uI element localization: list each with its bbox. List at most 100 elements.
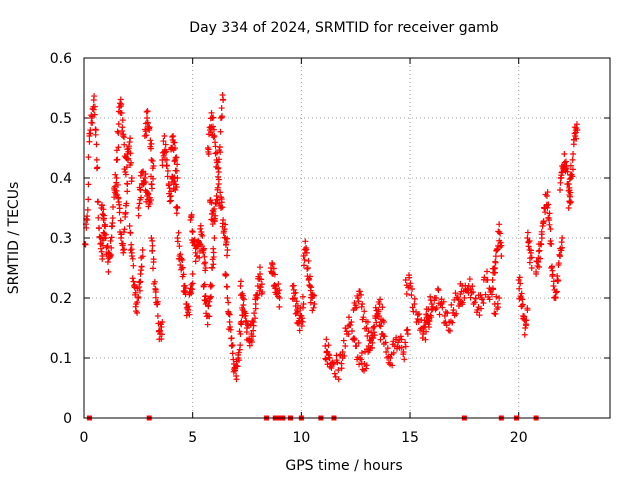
data-point: [172, 145, 179, 152]
data-point: [402, 339, 409, 346]
data-point: [163, 148, 170, 155]
axis-ticks: [83, 57, 610, 419]
data-point: [93, 141, 100, 148]
data-point: [202, 265, 209, 271]
data-point: [208, 282, 215, 289]
data-point: [227, 323, 234, 330]
data-point: [402, 343, 409, 350]
data-point: [299, 315, 306, 322]
data-point: [207, 283, 214, 290]
data-point: [359, 366, 366, 373]
data-point: [170, 133, 177, 139]
data-point: [246, 342, 253, 349]
data-point: [365, 328, 372, 335]
data-point: [302, 238, 309, 245]
data-point: [536, 264, 543, 271]
data-point: [403, 290, 410, 297]
data-point: [361, 308, 368, 315]
data-point: [199, 232, 206, 239]
x-tick-label: 5: [188, 430, 197, 446]
data-point: [477, 292, 484, 299]
data-point: [398, 344, 405, 351]
data-point: [444, 310, 451, 317]
data-point: [437, 301, 444, 307]
data-point: [486, 296, 493, 303]
data-point: [547, 225, 554, 232]
data-point: [355, 298, 362, 305]
data-point: [524, 307, 531, 313]
data-point: [84, 206, 91, 213]
data-point: [467, 294, 474, 301]
x-tick-label: 15: [401, 430, 419, 446]
data-point: [433, 295, 440, 301]
data-point: [459, 299, 466, 306]
data-point: [525, 243, 532, 250]
data-point: [127, 150, 134, 157]
data-point: [127, 135, 134, 142]
data-point: [310, 293, 317, 300]
data-point: [179, 264, 186, 271]
data-point: [299, 293, 306, 300]
data-point: [557, 187, 564, 193]
data-point: [372, 304, 379, 311]
data-point: [387, 355, 394, 361]
data-point: [258, 281, 265, 288]
data-point: [559, 244, 566, 251]
data-point: [123, 164, 130, 171]
data-point: [189, 229, 196, 235]
data-point: [95, 199, 102, 205]
data-point: [206, 313, 213, 320]
data-point: [523, 317, 530, 324]
data-point: [332, 373, 339, 380]
data-point: [355, 339, 362, 346]
data-point: [186, 311, 193, 318]
data-point: [239, 292, 246, 299]
data-point: [98, 248, 105, 255]
data-point: [564, 168, 571, 175]
data-point: [304, 265, 311, 271]
data-point: [113, 175, 120, 181]
data-point: [371, 323, 378, 330]
data-point: [547, 238, 554, 245]
data-point: [220, 97, 227, 103]
data-point: [496, 229, 503, 235]
data-point: [303, 249, 310, 256]
data-point: [82, 241, 89, 248]
data-point: [400, 349, 407, 355]
data-point: [185, 303, 192, 310]
data-point: [305, 257, 312, 264]
data-point: [135, 295, 142, 301]
data-point: [353, 343, 360, 350]
data-point: [216, 143, 223, 150]
data-point: [134, 299, 141, 306]
data-point: [330, 361, 337, 367]
data-point: [426, 318, 433, 325]
data-point: [557, 179, 564, 186]
data-point: [160, 138, 167, 145]
data-point: [369, 344, 376, 351]
data-point: [113, 147, 120, 154]
data-point: [307, 273, 314, 280]
data-point: [322, 355, 329, 362]
data-point: [233, 376, 240, 383]
data-point: [173, 184, 180, 191]
data-point: [129, 275, 136, 282]
data-point: [449, 319, 456, 326]
data-point: [216, 156, 223, 163]
data-point: [453, 310, 460, 317]
data-point: [544, 189, 551, 196]
data-point: [118, 109, 125, 116]
data-point: [572, 133, 579, 139]
x-tick-label: 10: [292, 430, 310, 446]
data-point: [192, 258, 199, 265]
y-tick-label: 0: [63, 411, 72, 427]
data-point: [379, 304, 386, 311]
data-point: [174, 175, 181, 181]
data-point: [229, 342, 236, 349]
data-point: [401, 356, 408, 363]
data-point: [457, 291, 464, 298]
data-point: [121, 246, 128, 253]
data-point: [554, 273, 561, 280]
data-point: [154, 313, 161, 319]
data-point: [223, 271, 230, 278]
